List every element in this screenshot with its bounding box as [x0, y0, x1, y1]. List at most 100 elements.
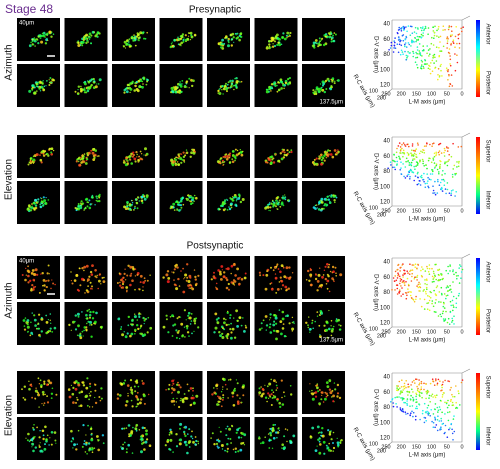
fluorescent-speck — [83, 329, 85, 332]
fluorescent-speck — [332, 325, 335, 328]
fluorescent-speck — [278, 43, 282, 47]
scatter-point — [432, 270, 435, 273]
scatter-point — [406, 55, 409, 57]
fluorescent-speck — [118, 317, 120, 319]
fluorescent-speck — [336, 383, 340, 387]
fluorescent-speck — [189, 155, 192, 158]
colorbar-bottom-label: Posterior — [484, 309, 490, 333]
scatter-point — [447, 38, 449, 40]
microscopy-tile — [207, 371, 250, 414]
fluorescent-speck — [324, 391, 327, 394]
fluorescent-speck — [226, 198, 228, 200]
fluorescent-speck — [102, 442, 105, 445]
fluorescent-speck — [180, 45, 182, 47]
tile-background — [254, 18, 298, 61]
fluorescent-speck — [179, 89, 182, 92]
fluorescent-speck — [325, 198, 328, 201]
scatter-point — [394, 168, 397, 171]
fluorescent-speck — [91, 432, 93, 435]
scatter-point — [410, 161, 413, 164]
fluorescent-speck — [139, 332, 142, 335]
scatter-point — [456, 54, 458, 56]
fluorescent-speck — [34, 45, 36, 47]
fluorescent-speck — [29, 279, 32, 282]
fluorescent-speck — [173, 283, 176, 286]
scatter-point — [448, 85, 451, 88]
fluorescent-speck — [33, 424, 35, 426]
fluorescent-speck — [23, 385, 26, 388]
fluorescent-speck — [43, 284, 46, 287]
fluorescent-speck — [175, 263, 178, 267]
fluorescent-speck — [318, 389, 321, 391]
fluorescent-speck — [132, 323, 134, 326]
scatter-point — [410, 40, 413, 43]
fluorescent-speck — [136, 319, 139, 321]
fluorescent-speck — [244, 324, 247, 327]
scatter-point — [439, 181, 442, 184]
fluorescent-speck — [330, 78, 332, 81]
scatter-point — [410, 45, 412, 47]
scatter-point — [421, 392, 423, 394]
scatter-point — [457, 165, 460, 168]
fluorescent-speck — [139, 281, 142, 284]
scatter-point — [429, 72, 432, 75]
scatter-point — [425, 145, 428, 147]
fluorescent-speck — [171, 384, 173, 386]
fluorescent-speck — [330, 334, 333, 337]
scatter-point — [441, 312, 444, 315]
fluorescent-speck — [281, 403, 285, 406]
fluorescent-speck — [22, 397, 25, 399]
fluorescent-speck — [132, 267, 135, 271]
fluorescent-speck — [32, 437, 34, 439]
fluorescent-speck — [146, 78, 148, 80]
fluorescent-speck — [119, 394, 122, 397]
fluorescent-speck — [214, 312, 218, 316]
scatter-point — [403, 282, 406, 284]
fluorescent-speck — [81, 41, 85, 44]
scatter-point — [421, 276, 424, 278]
fluorescent-speck — [325, 283, 328, 285]
scatter-point — [442, 310, 445, 313]
fluorescent-speck — [85, 386, 89, 390]
fluorescent-speck — [31, 273, 33, 275]
fluorescent-speck — [74, 380, 78, 383]
fluorescent-speck — [91, 288, 93, 290]
rc-tick-label: 100 — [369, 441, 378, 447]
fluorescent-speck — [141, 442, 144, 445]
fluorescent-speck — [175, 164, 177, 167]
scatter-point — [425, 383, 427, 385]
scatter-point — [430, 161, 433, 164]
fluorescent-speck — [222, 317, 226, 320]
fluorescent-speck — [179, 386, 182, 389]
fluorescent-speck — [33, 37, 35, 39]
fluorescent-speck — [129, 205, 131, 207]
fluorescent-speck — [70, 429, 73, 433]
fluorescent-speck — [72, 438, 75, 441]
scatter-point — [423, 63, 426, 65]
fluorescent-speck — [187, 280, 191, 283]
scatter-point — [400, 386, 403, 388]
fluorescent-speck — [44, 393, 46, 396]
fluorescent-speck — [221, 269, 223, 271]
scatter-point — [406, 400, 408, 402]
fluorescent-speck — [28, 89, 32, 93]
scatter-point — [416, 285, 418, 287]
fluorescent-speck — [224, 85, 227, 88]
fluorescent-speck — [138, 312, 141, 315]
fluorescent-speck — [84, 162, 88, 165]
scatter-point — [438, 172, 440, 175]
fluorescent-speck — [27, 163, 30, 166]
microscopy-tile — [112, 302, 155, 345]
tile-background — [254, 135, 298, 178]
fluorescent-speck — [316, 445, 318, 447]
fluorescent-speck — [179, 427, 181, 430]
fluorescent-speck — [179, 204, 182, 207]
fluorescent-speck — [316, 207, 319, 209]
fluorescent-speck — [171, 335, 174, 337]
scatter-point — [418, 50, 421, 52]
fluorescent-speck — [282, 323, 285, 325]
fluorescent-speck — [177, 381, 179, 384]
scatter-point — [421, 396, 423, 399]
fluorescent-speck — [24, 278, 27, 282]
fluorescent-speck — [232, 263, 236, 267]
